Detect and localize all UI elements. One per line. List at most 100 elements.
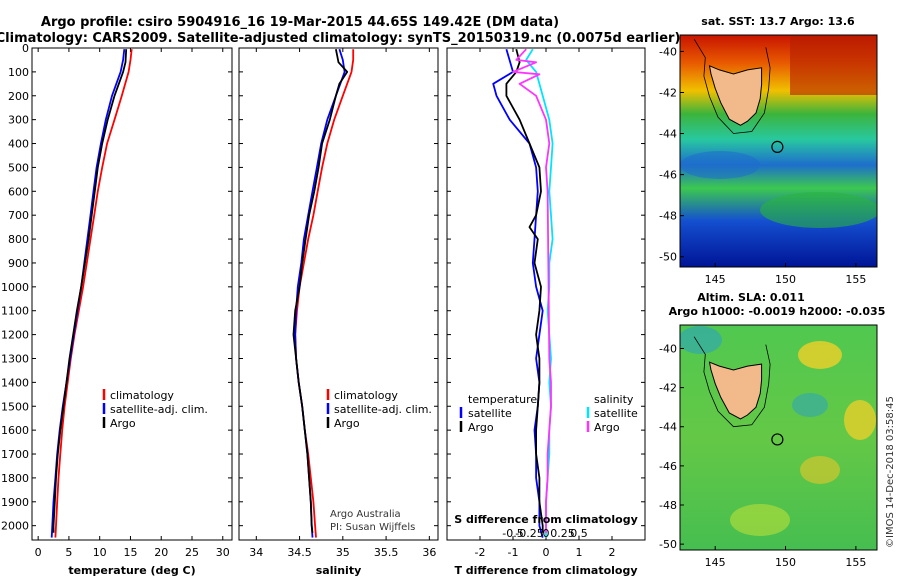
difference-panel: -2 -1 0 1 2 T difference from climatology S di… <box>446 47 646 577</box>
difference-xtick-label: -1 <box>508 546 519 559</box>
depth-tick-label: 1800 <box>1 472 29 485</box>
temperature-xtick-label: 5 <box>65 546 72 559</box>
legend-label: Argo <box>594 421 620 434</box>
salinity-xtick-label: 34.5 <box>287 546 312 559</box>
depth-tick-label: 1600 <box>1 424 29 437</box>
map-lat-tick-label: -42 <box>659 86 677 99</box>
depth-tick-label: 1500 <box>1 400 29 413</box>
sla-tasmania-land <box>693 336 784 446</box>
sla-map <box>680 325 877 550</box>
credit-line: Argo Australia <box>330 509 401 520</box>
series-line-s-argo <box>512 48 552 533</box>
legend-header-salinity: salinity <box>594 393 634 406</box>
argo-location-marker <box>771 140 784 153</box>
salinity-plot-frame <box>238 47 439 541</box>
depth-tick-label: 2000 <box>1 520 29 533</box>
s-tick-label: 0.5 <box>570 527 588 540</box>
imos-stamp: ©IMOS 14-Dec-2018 03:58:45 <box>885 396 896 548</box>
map-lat-tick-label: -44 <box>659 421 677 434</box>
sst-map-axes: 145 150 155 -40 -42 -44 -46 -48 -50 <box>659 34 878 286</box>
shelf-contour <box>693 38 771 134</box>
depth-tick-label: 0 <box>22 42 29 55</box>
sla-mid-patch <box>730 504 790 536</box>
s-tick-label: -0.25 <box>515 527 543 540</box>
sla-low-patch <box>680 326 722 354</box>
salinity-xlabel: salinity <box>316 564 362 577</box>
map-lat-tick-label: -46 <box>659 169 677 182</box>
map-lat-tick-label: -44 <box>659 128 677 141</box>
series-line-climatology <box>54 49 133 538</box>
sst-map-title: sat. SST: 13.7 Argo: 13.6 <box>701 15 855 28</box>
s-difference-label: S difference from climatology <box>454 513 638 526</box>
map-lon-tick-label: 155 <box>845 556 866 569</box>
map-lat-tick-label: -40 <box>659 342 677 355</box>
map-lat-tick-label: -50 <box>659 538 677 551</box>
depth-tick-label: 400 <box>8 138 29 151</box>
series-line-argo <box>52 49 128 533</box>
temperature-xtick-label: 0 <box>35 546 42 559</box>
sst-front-patch <box>760 192 877 228</box>
sla-high-patch <box>798 341 842 369</box>
credit-line: PI: Susan Wijffels <box>330 522 415 533</box>
series-line-t-satellite <box>492 48 544 538</box>
salinity-xtick-label: 35.5 <box>374 546 399 559</box>
legend-label: Argo <box>110 417 136 430</box>
salinity-xtick-label: 36 <box>422 546 436 559</box>
sla-map-axes: 145 150 155 -40 -42 -44 -46 -48 -50 <box>659 324 878 569</box>
sst-tasmania-land <box>693 38 784 153</box>
map-lon-tick-label: 145 <box>705 556 726 569</box>
legend-label: Argo <box>334 417 360 430</box>
depth-tick-label: 1700 <box>1 448 29 461</box>
depth-tick-label: 900 <box>8 257 29 270</box>
depth-tick-label: 1400 <box>1 376 29 389</box>
map-lat-tick-label: -48 <box>659 210 677 223</box>
map-lat-tick-label: -42 <box>659 382 677 395</box>
map-lat-tick-label: -46 <box>659 460 677 473</box>
depth-tick-label: 200 <box>8 90 29 103</box>
map-lat-tick-label: -48 <box>659 499 677 512</box>
legend-label: satellite <box>594 407 638 420</box>
figure-title-line2: Climatology: CARS2009. Satellite-adjuste… <box>0 31 680 46</box>
legend-label: climatology <box>334 389 398 402</box>
sla-high-patch <box>800 456 840 484</box>
map-frame <box>679 324 878 551</box>
sst-warm-patch <box>790 35 877 95</box>
map-lat-tick-label: -40 <box>659 45 677 58</box>
depth-tick-label: 1300 <box>1 352 29 365</box>
salinity-xtick-label: 34 <box>249 546 263 559</box>
temperature-xtick-label: 30 <box>216 546 230 559</box>
series-line-t-argo <box>505 48 544 533</box>
legend-label: satellite-adj. clim. <box>110 403 208 416</box>
depth-tick-label: 500 <box>8 161 29 174</box>
depth-tick-label: 1000 <box>1 281 29 294</box>
temperature-panel: 0100200300400500600700800900100011001200… <box>1 42 233 577</box>
legend-label: Argo <box>468 421 494 434</box>
depth-tick-label: 1900 <box>1 496 29 509</box>
series-line-argo <box>292 49 349 533</box>
s-tick-label: -0.5 <box>502 527 523 540</box>
legend-header-temperature: temperature <box>468 393 537 406</box>
s-tick-label: 0 <box>543 527 550 540</box>
shelf-contour <box>693 336 771 428</box>
difference-xtick-label: -2 <box>475 546 486 559</box>
map-lat-tick-label: -50 <box>659 251 677 264</box>
temperature-xtick-label: 10 <box>93 546 107 559</box>
map-lon-tick-label: 155 <box>845 273 866 286</box>
legend-label: satellite <box>468 407 512 420</box>
difference-xtick-label: 0 <box>543 546 550 559</box>
sla-map-title-line1: Altim. SLA: 0.011 <box>697 291 804 304</box>
sst-cool-patch <box>680 151 760 179</box>
map-lon-tick-label: 150 <box>775 273 796 286</box>
sla-map-title-line2: Argo h1000: -0.0019 h2000: -0.035 <box>669 305 886 318</box>
map-lon-tick-label: 145 <box>705 273 726 286</box>
tasmania-island <box>708 64 763 126</box>
sla-low-patch <box>792 393 828 417</box>
legend-label: climatology <box>110 389 174 402</box>
temperature-xlabel: temperature (deg C) <box>68 564 195 577</box>
depth-tick-label: 800 <box>8 233 29 246</box>
temperature-xtick-label: 20 <box>154 546 168 559</box>
figure-title-line1: Argo profile: csiro 5904916_16 19-Mar-20… <box>41 15 559 30</box>
temperature-xtick-label: 25 <box>185 546 199 559</box>
salinity-xtick-label: 35 <box>336 546 350 559</box>
map-frame <box>679 34 878 268</box>
